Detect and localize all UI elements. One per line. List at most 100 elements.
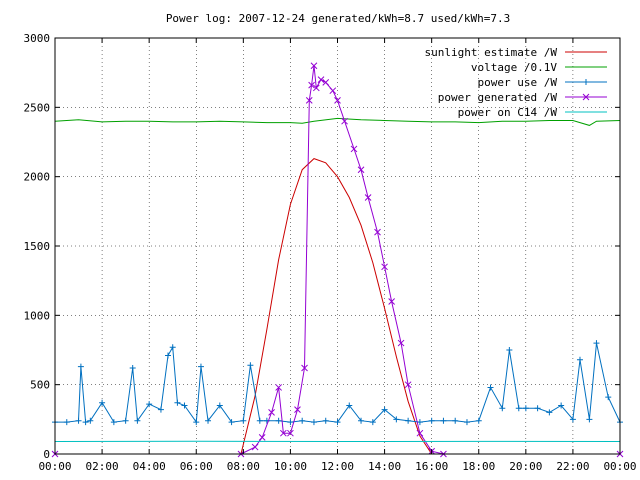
x-tick-label: 00:00 xyxy=(603,460,636,473)
data-point xyxy=(251,443,259,451)
data-point xyxy=(475,417,482,424)
x-tick-label: 20:00 xyxy=(509,460,542,473)
data-point xyxy=(87,417,94,424)
data-point xyxy=(605,394,612,401)
legend-label: sunlight estimate /W xyxy=(425,46,558,59)
x-tick-label: 12:00 xyxy=(321,460,354,473)
x-tick-label: 00:00 xyxy=(38,460,71,473)
legend-label: power use /W xyxy=(478,76,558,89)
data-point xyxy=(569,416,576,423)
data-point xyxy=(416,429,424,437)
data-point xyxy=(280,429,287,437)
series-0 xyxy=(55,158,620,455)
data-point xyxy=(287,429,294,437)
data-point xyxy=(75,417,82,424)
y-tick-label: 3000 xyxy=(24,32,51,45)
chart-title: Power log: 2007-12-24 generated/kWh=8.7 … xyxy=(166,12,510,25)
data-point xyxy=(586,416,593,423)
data-point xyxy=(463,419,470,426)
series-1 xyxy=(54,117,621,126)
x-tick-label: 18:00 xyxy=(462,460,495,473)
data-point xyxy=(369,419,376,426)
data-point xyxy=(216,402,223,409)
data-point xyxy=(357,166,365,174)
data-point xyxy=(247,362,254,369)
series-line xyxy=(55,342,621,424)
data-point xyxy=(576,356,583,363)
series-layer xyxy=(51,62,624,458)
data-point xyxy=(205,417,212,424)
data-point xyxy=(240,417,247,424)
legend-label: power on C14 /W xyxy=(458,106,558,119)
data-point xyxy=(301,364,308,372)
data-point xyxy=(174,399,181,406)
data-point xyxy=(405,417,412,424)
data-point xyxy=(317,76,325,83)
data-point xyxy=(416,419,423,426)
data-point xyxy=(388,298,395,305)
data-point xyxy=(397,339,405,347)
data-point xyxy=(193,419,200,426)
data-point xyxy=(165,352,171,359)
grid-lines xyxy=(55,38,620,454)
data-point xyxy=(381,406,388,413)
series-line xyxy=(55,65,620,455)
legend-label: voltage /0.1V xyxy=(471,61,557,74)
x-tick-label: 08:00 xyxy=(227,460,260,473)
y-tick-label: 2500 xyxy=(24,101,51,114)
y-tick-label: 0 xyxy=(43,448,50,461)
data-point xyxy=(310,62,318,70)
data-point xyxy=(374,228,381,236)
x-tick-label: 02:00 xyxy=(86,460,119,473)
data-point xyxy=(364,194,372,201)
data-point xyxy=(487,384,494,391)
data-point xyxy=(99,399,106,406)
data-point xyxy=(181,402,188,409)
data-point xyxy=(312,84,320,92)
legend-label: power generated /W xyxy=(438,91,558,104)
data-point xyxy=(381,263,388,271)
y-tick-label: 2000 xyxy=(24,171,51,184)
data-point xyxy=(63,419,70,426)
data-point xyxy=(256,417,263,424)
data-point xyxy=(341,117,348,125)
data-point xyxy=(129,365,136,372)
legend-entry: power on C14 /W xyxy=(458,106,607,119)
data-point xyxy=(558,402,565,409)
data-point xyxy=(334,97,341,104)
data-point xyxy=(350,145,358,153)
data-point xyxy=(322,79,330,86)
series-2 xyxy=(52,340,623,426)
data-point xyxy=(546,409,553,416)
axis-ticks: 0 500 1000 1500 2000 2500 3000 00:00 02:00 04:00 0… xyxy=(24,32,637,473)
data-point xyxy=(122,417,129,424)
data-point xyxy=(110,419,117,426)
data-point xyxy=(275,384,282,391)
y-tick-label: 1500 xyxy=(24,240,51,253)
data-point xyxy=(452,417,459,424)
legend-marker xyxy=(582,93,590,101)
data-point xyxy=(157,406,164,413)
data-point xyxy=(515,405,522,412)
legend-entry: power generated /W xyxy=(438,91,607,104)
data-point xyxy=(593,340,600,347)
x-tick-label: 22:00 xyxy=(556,460,589,473)
data-point xyxy=(294,406,301,413)
data-point xyxy=(322,417,329,424)
data-point xyxy=(522,405,529,412)
data-point xyxy=(258,434,266,441)
data-point xyxy=(268,409,275,416)
x-tick-label: 14:00 xyxy=(368,460,401,473)
legend-entry: sunlight estimate /W xyxy=(425,46,607,59)
data-point xyxy=(506,347,513,353)
data-point xyxy=(169,344,176,351)
data-point xyxy=(334,419,341,426)
series-3 xyxy=(51,62,624,458)
data-point xyxy=(287,419,294,426)
x-tick-label: 10:00 xyxy=(274,460,307,473)
x-tick-label: 16:00 xyxy=(415,460,448,473)
y-tick-label: 1000 xyxy=(24,309,51,322)
data-point xyxy=(428,417,435,424)
y-tick-label: 500 xyxy=(30,379,50,392)
